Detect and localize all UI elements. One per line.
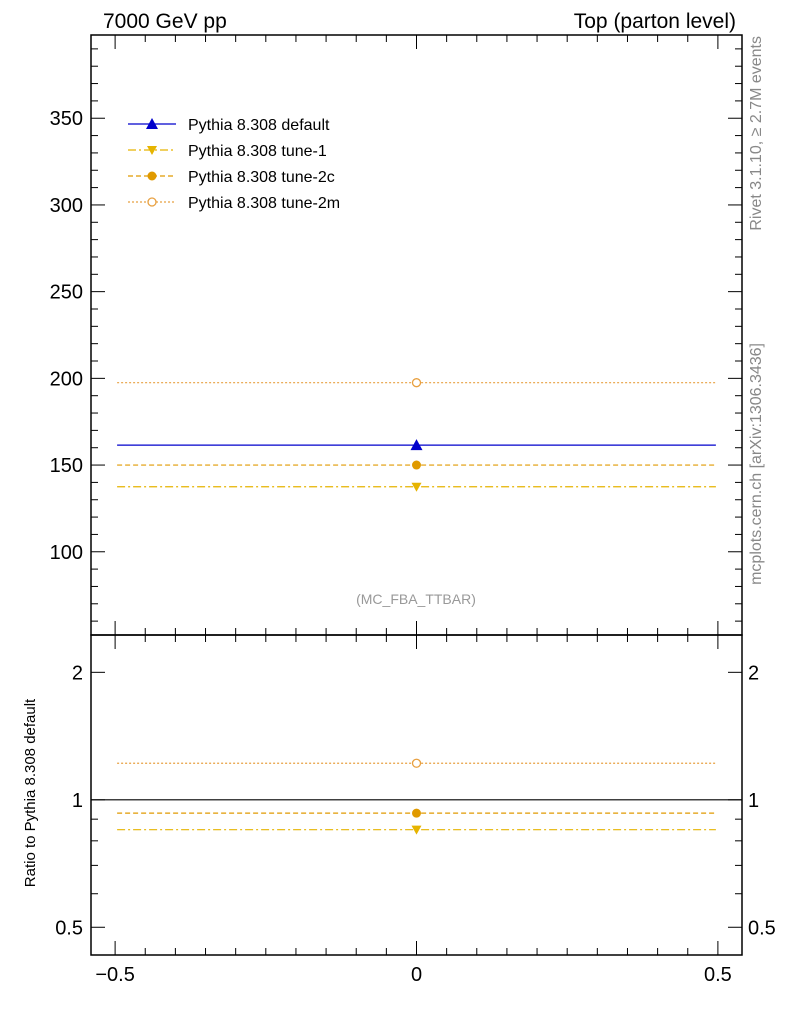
ratio-x-tick-label: −0.5	[95, 964, 134, 986]
legend-entry-label: Pythia 8.308 tune-1	[188, 143, 327, 160]
ratio-y-tick-label: 0.5	[55, 917, 83, 939]
ratio-panel-frame	[90, 634, 743, 956]
legend-marker	[147, 146, 157, 155]
ratio-y-tick-label-right: 1	[748, 790, 759, 812]
ratio-x-tick-label: 0.5	[704, 964, 732, 986]
ratio-y-axis-label: Ratio to Pythia 8.308 default	[22, 698, 39, 887]
ratio-x-tick-label: 0	[411, 964, 422, 986]
legend-entry-label: Pythia 8.308 tune-2c	[188, 169, 335, 186]
header-left-label: 7000 GeV pp	[103, 10, 227, 33]
legend-marker	[147, 197, 157, 207]
main-y-tick-label: 200	[50, 368, 83, 390]
main-y-tick-label: 300	[50, 195, 83, 217]
main-y-tick-label: 150	[50, 455, 83, 477]
main-panel: 100 150 200 250 300 350 (MC_FBA_TTBAR) Pythia…	[50, 34, 743, 636]
ratio-y-tick-label-right: 0.5	[748, 917, 776, 939]
main-series-point	[410, 439, 423, 451]
legend-entry-label: Pythia 8.308 tune-2m	[188, 195, 340, 212]
analysis-watermark: (MC_FBA_TTBAR)	[356, 591, 476, 607]
legend-marker	[146, 118, 158, 129]
side-text-rivet: Rivet 3.1.10, ≥ 2.7M events	[748, 36, 765, 231]
ratio-y-tick-label-right: 2	[748, 662, 759, 684]
ratio-panel: 0.5 0.5 1 1 2 2 −0.5 0 0.5 Ratio to Pythia 8.308…	[22, 634, 776, 986]
legend: Pythia 8.308 default Pythia 8.308 tune-1 P…	[128, 117, 340, 212]
main-series-point	[411, 378, 422, 388]
ratio-y-tick-label: 2	[72, 662, 83, 684]
ratio-y-tick-label: 1	[72, 790, 83, 812]
main-series-point	[411, 482, 422, 492]
main-y-tick-label: 100	[50, 542, 83, 564]
main-y-tick-label: 350	[50, 108, 83, 130]
legend-entry-label: Pythia 8.308 default	[188, 117, 330, 134]
ratio-series-point	[411, 758, 422, 768]
header-right-label: Top (parton level)	[574, 10, 736, 33]
main-y-tick-label: 250	[50, 282, 83, 304]
side-text-mcplots: mcplots.cern.ch [arXiv:1306.3436]	[748, 343, 765, 585]
ratio-series-point	[412, 808, 421, 818]
ratio-series-point	[411, 825, 422, 835]
main-series-point	[412, 460, 421, 470]
legend-marker	[147, 171, 157, 181]
